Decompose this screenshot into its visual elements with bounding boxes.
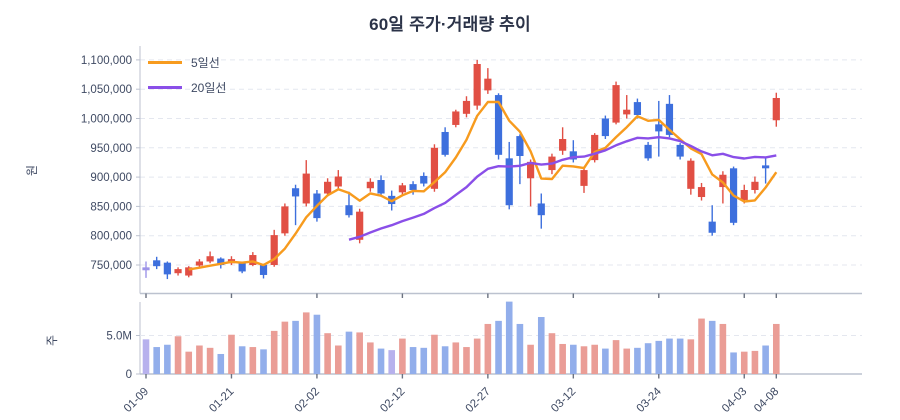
svg-text:5.0M: 5.0M — [106, 331, 132, 343]
svg-text:800,000: 800,000 — [90, 231, 132, 243]
svg-text:0: 0 — [126, 369, 132, 381]
svg-text:850,000: 850,000 — [90, 201, 132, 213]
legend-item-ma20[interactable]: 20일선 — [148, 79, 226, 96]
ma5-legend-label: 5일선 — [191, 56, 220, 70]
svg-text:750,000: 750,000 — [90, 260, 132, 272]
chart-title: 60일 주가·거래량 추이 — [369, 15, 531, 34]
svg-text:02-12: 02-12 — [378, 386, 407, 415]
legend-item-ma5[interactable]: 5일선 — [148, 54, 226, 71]
svg-text:02-27: 02-27 — [464, 386, 493, 415]
svg-text:1,050,000: 1,050,000 — [81, 84, 132, 96]
svg-text:03-24: 03-24 — [635, 385, 665, 415]
ma5-line-swatch — [148, 61, 182, 64]
svg-text:04-03: 04-03 — [720, 386, 749, 415]
svg-text:01-21: 01-21 — [207, 386, 236, 415]
svg-text:02-02: 02-02 — [293, 386, 322, 415]
ma20-line-swatch — [148, 86, 182, 89]
svg-text:900,000: 900,000 — [90, 172, 132, 184]
legend: 5일선 20일선 — [148, 54, 226, 96]
svg-text:03-12: 03-12 — [549, 386, 578, 415]
svg-text:1,100,000: 1,100,000 — [81, 55, 132, 67]
svg-text:01-09: 01-09 — [122, 386, 151, 415]
svg-text:1,000,000: 1,000,000 — [81, 114, 132, 126]
svg-text:04-08: 04-08 — [752, 386, 781, 415]
ma20-legend-label: 20일선 — [191, 81, 227, 95]
svg-text:950,000: 950,000 — [90, 143, 132, 155]
